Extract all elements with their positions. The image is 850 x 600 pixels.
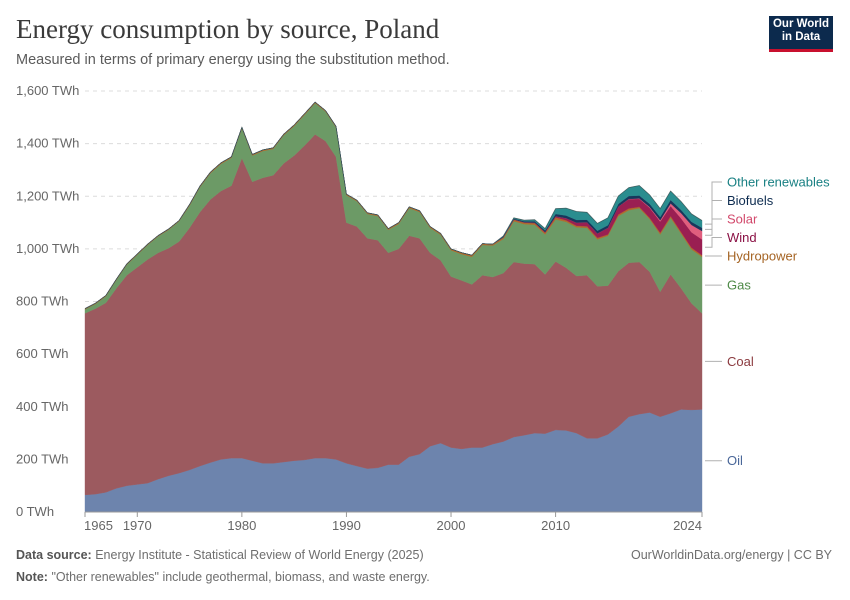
x-tick-label: 1965 [84, 518, 113, 533]
y-tick-label: 600 TWh [16, 346, 69, 361]
x-tick-label: 2010 [541, 518, 570, 533]
legend-connector [705, 237, 722, 248]
legend-connector [705, 218, 722, 236]
y-tick-label: 800 TWh [16, 294, 69, 309]
y-tick-label: 0 TWh [16, 504, 54, 519]
note-text: "Other renewables" include geothermal, b… [51, 570, 430, 584]
y-tick-label: 400 TWh [16, 399, 69, 414]
legend-label-biofuels[interactable]: Biofuels [727, 193, 774, 208]
chart-title: Energy consumption by source, Poland [16, 14, 440, 44]
x-tick-label: 1970 [123, 518, 152, 533]
data-source-label: Data source: [16, 548, 92, 562]
legend-label-coal[interactable]: Coal [727, 354, 754, 369]
x-tick-label: 1990 [332, 518, 361, 533]
chart-subtitle: Measured in terms of primary energy usin… [16, 52, 450, 68]
owid-logo[interactable]: Our World in Data [769, 16, 833, 52]
y-tick-label: 1,400 TWh [16, 136, 79, 151]
legend-label-other-renewables[interactable]: Other renewables [727, 174, 830, 189]
y-tick-label: 1,200 TWh [16, 188, 79, 203]
logo-line-2: in Data [781, 31, 821, 43]
chart-note: Note: "Other renewables" include geother… [16, 570, 430, 584]
note-label: Note: [16, 570, 48, 584]
x-tick-label: 2000 [437, 518, 466, 533]
x-tick-label: 1980 [227, 518, 256, 533]
x-tick-label: 2024 [673, 518, 702, 533]
attribution-link[interactable]: OurWorldinData.org/energy | CC BY [630, 548, 832, 562]
legend-label-solar[interactable]: Solar [727, 211, 758, 226]
total-outline [84, 101, 703, 309]
data-source: Data source: Energy Institute - Statisti… [16, 548, 424, 562]
legend-label-wind[interactable]: Wind [727, 230, 757, 245]
y-tick-label: 1,000 TWh [16, 241, 79, 256]
data-source-text[interactable]: Energy Institute - Statistical Review of… [95, 548, 424, 562]
logo-line-1: Our World [772, 18, 829, 30]
legend-label-oil[interactable]: Oil [727, 453, 743, 468]
legend-label-hydropower[interactable]: Hydropower [727, 248, 798, 263]
y-tick-label: 200 TWh [16, 451, 69, 466]
y-tick-label: 1,600 TWh [16, 83, 79, 98]
legend-label-gas[interactable]: Gas [727, 278, 751, 293]
legend-connector [705, 181, 722, 225]
legend-connector [705, 200, 722, 230]
